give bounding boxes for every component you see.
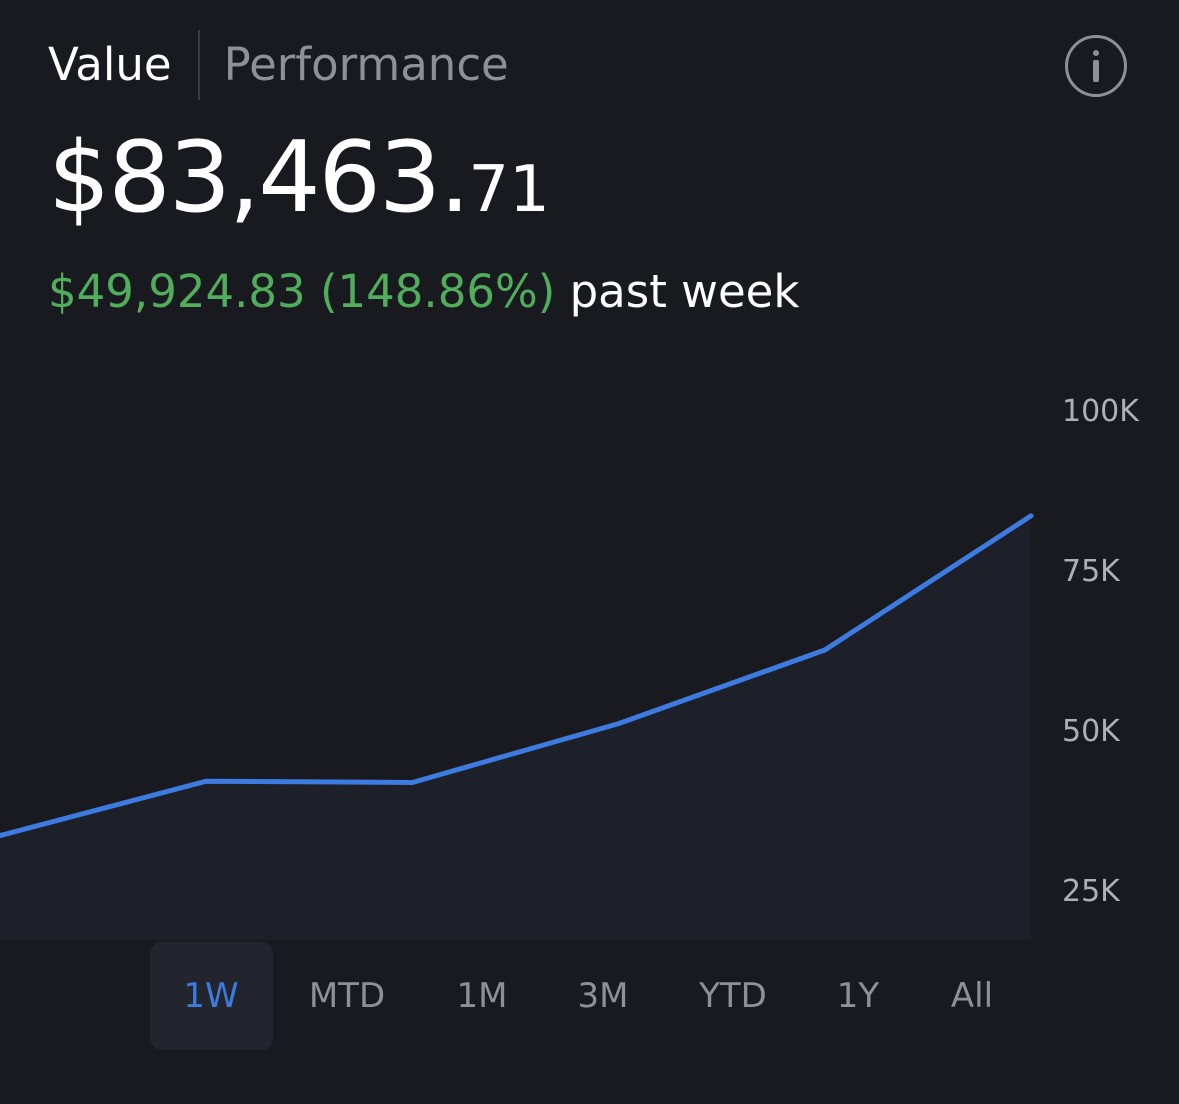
tab-divider [197, 30, 200, 100]
range-3m-button[interactable]: 3M [577, 976, 629, 1016]
chart-series-line [0, 513, 1034, 839]
portfolio-value: $83,463.71 [48, 118, 550, 266]
portfolio-value-chart[interactable]: 100K 75K 50K 25K [0, 0, 1179, 942]
y-tick-label: 25K [1062, 874, 1121, 909]
tab-performance[interactable]: Performance [223, 38, 509, 91]
view-tabs: Value Performance [48, 30, 509, 100]
y-tick-label: 75K [1062, 554, 1121, 589]
change-amount: $49,924.83 (148.86%) [48, 265, 556, 318]
y-tick-label: 100K [1062, 394, 1140, 429]
chart-area-fill [0, 515, 1031, 940]
range-all-button[interactable]: All [950, 976, 994, 1016]
portfolio-value-dollars: $83,463. [48, 121, 470, 235]
range-1m-button[interactable]: 1M [456, 976, 508, 1016]
time-range-selector: 1W MTD 1M 3M YTD 1Y All [0, 942, 1179, 1050]
y-tick-label: 50K [1062, 714, 1121, 749]
portfolio-value-cents: 71 [468, 153, 550, 227]
range-1y-button[interactable]: 1Y [836, 976, 880, 1016]
range-1w-button[interactable]: 1W [149, 942, 273, 1050]
tab-value[interactable]: Value [48, 38, 172, 91]
info-icon [1093, 50, 1099, 56]
change-period: past week [569, 265, 800, 318]
range-mtd-button[interactable]: MTD [308, 976, 386, 1016]
range-ytd-button[interactable]: YTD [699, 976, 767, 1016]
info-button[interactable] [1065, 35, 1127, 97]
change-summary: $49,924.83 (148.86%) past week [48, 262, 799, 322]
